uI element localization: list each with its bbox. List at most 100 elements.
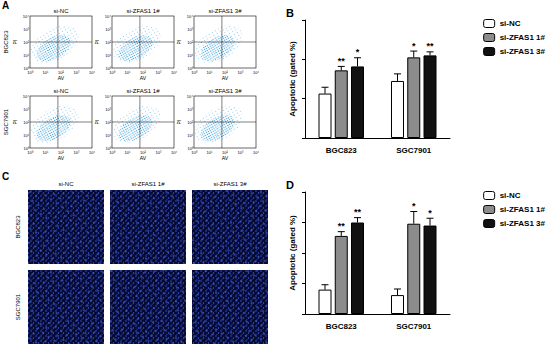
svg-text:SGC7901: SGC7901	[15, 293, 21, 320]
svg-text:10¹: 10¹	[105, 133, 111, 138]
svg-text:si-ZFAS1 3#: si-ZFAS1 3#	[208, 88, 242, 94]
svg-text:10¹: 10¹	[187, 53, 193, 58]
svg-text:si-NC: si-NC	[500, 19, 521, 28]
svg-text:AV: AV	[140, 155, 147, 161]
svg-text:**: **	[426, 41, 434, 51]
svg-text:BGC823: BGC823	[326, 322, 358, 331]
svg-text:10³: 10³	[156, 150, 162, 155]
svg-text:si-NC: si-NC	[59, 181, 75, 187]
svg-text:si-NC: si-NC	[500, 191, 521, 200]
svg-text:10³: 10³	[238, 150, 244, 155]
svg-text:10³: 10³	[23, 27, 29, 32]
svg-text:BGC823: BGC823	[3, 30, 9, 54]
svg-text:Apoptotic (gated %): Apoptotic (gated %)	[288, 215, 297, 291]
svg-text:si-ZFAS1 1#: si-ZFAS1 1#	[131, 181, 165, 187]
svg-text:AV: AV	[58, 75, 65, 81]
svg-text:**: **	[338, 56, 346, 66]
svg-text:10²: 10²	[23, 120, 29, 125]
svg-text:PI: PI	[176, 120, 182, 125]
svg-text:SGC7901: SGC7901	[396, 322, 432, 331]
svg-text:10⁴: 10⁴	[89, 70, 95, 75]
svg-text:*: *	[356, 47, 360, 57]
svg-text:si-ZFAS1 3#: si-ZFAS1 3#	[500, 219, 546, 228]
svg-text:BGC823: BGC823	[326, 146, 358, 155]
svg-text:10⁰: 10⁰	[105, 65, 111, 71]
svg-text:10⁰: 10⁰	[27, 150, 33, 155]
svg-text:10⁴: 10⁴	[23, 94, 29, 99]
svg-text:si-ZFAS1 3#: si-ZFAS1 3#	[208, 8, 242, 14]
svg-text:10¹: 10¹	[23, 133, 29, 138]
svg-text:10⁴: 10⁴	[253, 70, 259, 75]
svg-text:A: A	[2, 0, 9, 11]
svg-text:si-ZFAS1 1#: si-ZFAS1 1#	[126, 8, 160, 14]
svg-text:10⁴: 10⁴	[171, 150, 177, 155]
svg-text:10¹: 10¹	[125, 150, 131, 155]
svg-text:si-ZFAS1 1#: si-ZFAS1 1#	[500, 205, 546, 214]
svg-text:10¹: 10¹	[43, 70, 49, 75]
svg-text:*: *	[412, 41, 416, 51]
svg-text:si-NC: si-NC	[54, 8, 70, 14]
svg-text:AV: AV	[58, 155, 65, 161]
svg-text:10³: 10³	[156, 70, 162, 75]
svg-text:10²: 10²	[187, 40, 193, 45]
svg-text:PI: PI	[12, 40, 18, 45]
svg-text:10³: 10³	[187, 27, 193, 32]
svg-text:10⁴: 10⁴	[105, 94, 111, 99]
svg-text:10¹: 10¹	[187, 133, 193, 138]
svg-text:**: **	[338, 221, 346, 231]
svg-text:si-NC: si-NC	[54, 88, 70, 94]
svg-text:10²: 10²	[23, 40, 29, 45]
svg-text:10¹: 10¹	[23, 53, 29, 58]
svg-text:C: C	[2, 171, 9, 182]
svg-text:D: D	[286, 179, 294, 191]
svg-text:10¹: 10¹	[125, 70, 131, 75]
svg-text:10³: 10³	[23, 107, 29, 112]
svg-text:10³: 10³	[187, 107, 193, 112]
svg-text:B: B	[286, 7, 294, 19]
svg-text:si-ZFAS1 3#: si-ZFAS1 3#	[500, 47, 546, 56]
svg-text:10⁴: 10⁴	[171, 70, 177, 75]
svg-text:10²: 10²	[105, 40, 111, 45]
svg-text:10³: 10³	[105, 27, 111, 32]
svg-text:10⁴: 10⁴	[105, 14, 111, 19]
svg-text:AV: AV	[222, 155, 229, 161]
svg-text:10²: 10²	[105, 120, 111, 125]
svg-text:BGC823: BGC823	[15, 215, 21, 239]
svg-text:AV: AV	[222, 75, 229, 81]
svg-text:10¹: 10¹	[105, 53, 111, 58]
svg-text:10¹: 10¹	[207, 70, 213, 75]
svg-text:SGC7901: SGC7901	[3, 108, 9, 135]
svg-text:10³: 10³	[74, 70, 80, 75]
svg-text:10⁰: 10⁰	[109, 150, 115, 155]
svg-text:10¹: 10¹	[207, 150, 213, 155]
svg-text:PI: PI	[94, 40, 100, 45]
svg-text:PI: PI	[12, 120, 18, 125]
svg-text:10³: 10³	[238, 70, 244, 75]
svg-text:10²: 10²	[187, 120, 193, 125]
svg-text:si-ZFAS1 1#: si-ZFAS1 1#	[500, 33, 546, 42]
svg-text:**: **	[354, 207, 362, 217]
svg-text:10⁴: 10⁴	[253, 150, 259, 155]
svg-text:10⁴: 10⁴	[89, 150, 95, 155]
svg-text:10⁰: 10⁰	[23, 65, 29, 71]
svg-text:Apoptotic (gated %): Apoptotic (gated %)	[288, 41, 297, 117]
svg-text:*: *	[412, 201, 416, 211]
svg-text:SGC7901: SGC7901	[396, 146, 432, 155]
svg-text:10⁰: 10⁰	[109, 70, 115, 75]
svg-text:10⁰: 10⁰	[191, 70, 197, 75]
svg-text:10³: 10³	[74, 150, 80, 155]
svg-text:10⁰: 10⁰	[27, 70, 33, 75]
svg-text:10⁰: 10⁰	[187, 65, 193, 71]
svg-text:si-ZFAS1 1#: si-ZFAS1 1#	[126, 88, 160, 94]
svg-text:si-ZFAS1 3#: si-ZFAS1 3#	[213, 181, 247, 187]
svg-text:PI: PI	[176, 40, 182, 45]
svg-text:10⁰: 10⁰	[191, 150, 197, 155]
svg-text:*: *	[428, 208, 432, 218]
svg-text:10⁴: 10⁴	[187, 14, 193, 19]
svg-text:PI: PI	[94, 120, 100, 125]
svg-text:10⁴: 10⁴	[187, 94, 193, 99]
svg-text:10¹: 10¹	[43, 150, 49, 155]
svg-text:10³: 10³	[105, 107, 111, 112]
svg-text:10⁴: 10⁴	[23, 14, 29, 19]
svg-text:AV: AV	[140, 75, 147, 81]
